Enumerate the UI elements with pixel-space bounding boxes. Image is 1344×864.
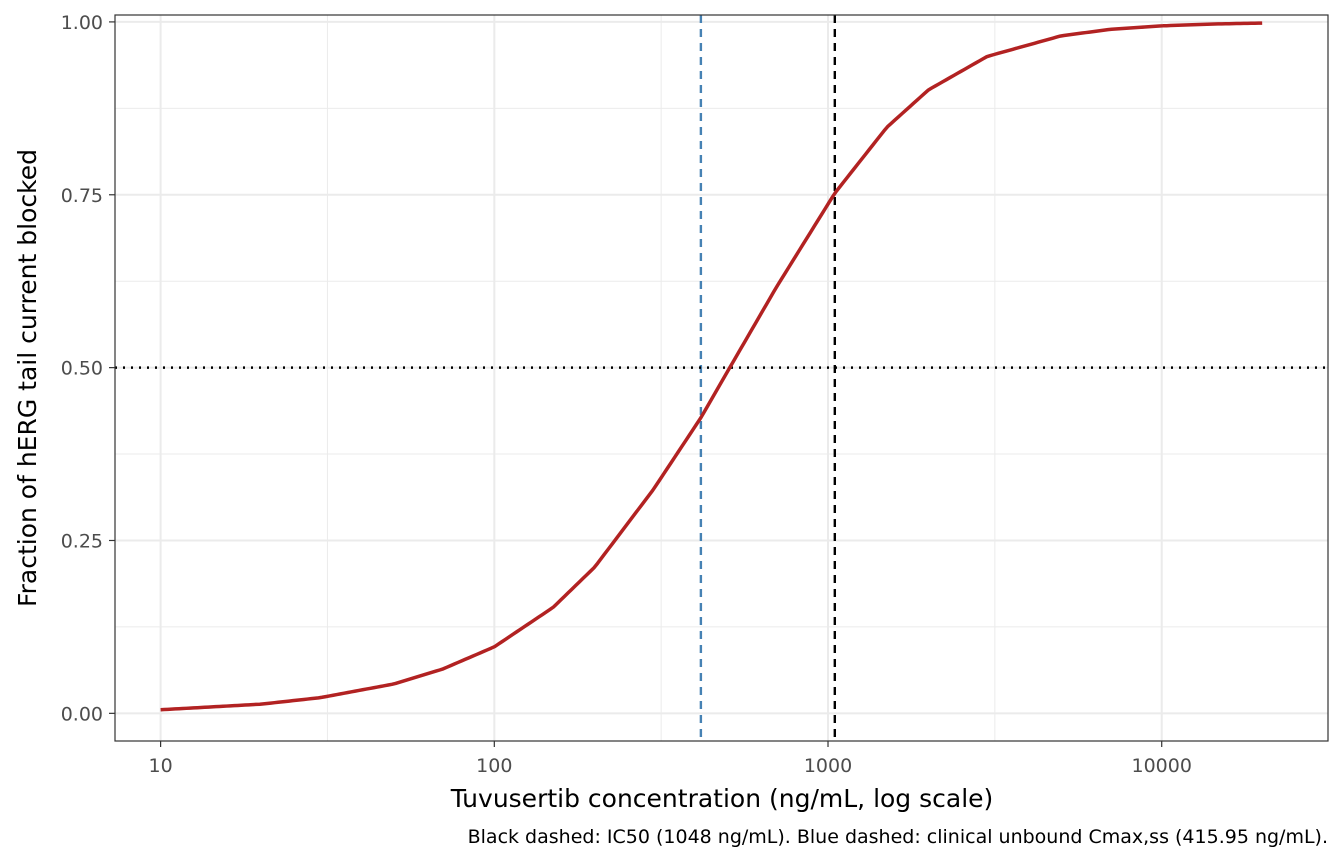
panel-border: [114, 14, 1329, 742]
y-tick-label: 0.50: [61, 358, 103, 380]
x-tick-label: 1000: [804, 755, 852, 777]
series-layer: [160, 21, 1263, 712]
y-tick-label: 0.75: [61, 185, 103, 207]
y-axis-title: Fraction of hERG tail current blocked: [13, 149, 42, 607]
concentration-response-curve: [160, 21, 1263, 712]
x-tick-label: 100: [476, 755, 512, 777]
reference-lines: [115, 15, 1328, 741]
x-axis-ticks: 10 100 1000 10000: [149, 741, 1192, 777]
y-tick-label: 0.00: [61, 703, 103, 725]
y-tick-label: 0.25: [61, 530, 103, 552]
x-tick-label: 10000: [1131, 755, 1191, 777]
y-tick-label: 1.00: [61, 12, 103, 34]
x-tick-label: 10: [149, 755, 173, 777]
major-gridlines: [115, 15, 1328, 741]
chart-caption: Black dashed: IC50 (1048 ng/mL). Blue da…: [468, 826, 1328, 848]
x-axis-title: Tuvusertib concentration (ng/mL, log sca…: [450, 784, 994, 813]
minor-gridlines: [115, 15, 1328, 741]
y-axis-ticks: 0.00 0.25 0.50 0.75 1.00: [61, 12, 115, 725]
